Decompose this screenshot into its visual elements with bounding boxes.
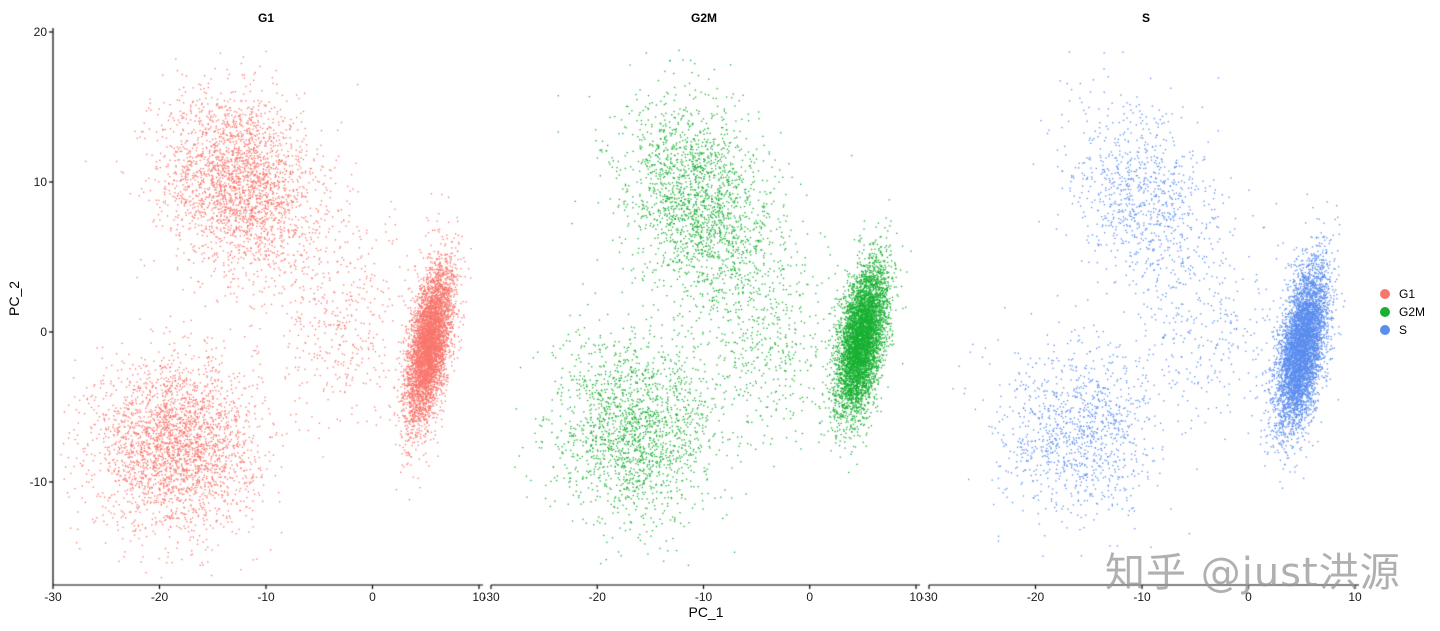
x-tick-label: -30 [44, 590, 62, 604]
legend: G1 G2M S [1378, 285, 1425, 339]
panel-title-s: S [1141, 11, 1151, 25]
legend-label: G1 [1399, 287, 1416, 301]
x-tick-label: 0 [1245, 590, 1252, 604]
panel-title-g2m: G2M [690, 11, 718, 25]
legend-dot-icon [1380, 325, 1390, 335]
legend-item-s: S [1378, 321, 1425, 339]
panel-title-g1: G1 [257, 11, 275, 25]
x-tick-label: -10 [257, 590, 275, 604]
legend-label: G2M [1399, 305, 1426, 319]
y-tick-0: 0 [40, 325, 47, 339]
x-tick-label: -20 [588, 590, 606, 604]
watermark: 知乎 @just洪源 [1105, 550, 1401, 596]
x-tick-label: -30 [920, 590, 938, 604]
y-axis-title: PC_2 [6, 280, 22, 316]
x-tick-label: 0 [806, 590, 814, 604]
y-tick-10: 10 [33, 175, 47, 189]
x-tick-label: 10 [909, 590, 923, 604]
y-tick-20: 20 [33, 25, 47, 39]
x-tick-label: 10 [472, 590, 486, 604]
legend-dot-icon [1380, 307, 1390, 317]
legend-label: S [1399, 323, 1408, 337]
x-tick-label: 10 [1348, 590, 1362, 604]
x-tick-label: -30 [482, 590, 500, 604]
x-tick-label: -20 [1026, 590, 1045, 604]
legend-item-g1: G1 [1378, 285, 1425, 303]
x-tick-label: -10 [1133, 590, 1151, 604]
x-tick-label: 0 [369, 590, 376, 604]
legend-dot-icon [1380, 289, 1390, 299]
y-tick-neg10: -10 [29, 475, 47, 489]
legend-item-g2m: G2M [1378, 303, 1425, 321]
x-tick-label: -20 [150, 590, 169, 604]
x-tick-label: -10 [694, 590, 713, 604]
x-axis-title: PC_1 [688, 604, 724, 620]
